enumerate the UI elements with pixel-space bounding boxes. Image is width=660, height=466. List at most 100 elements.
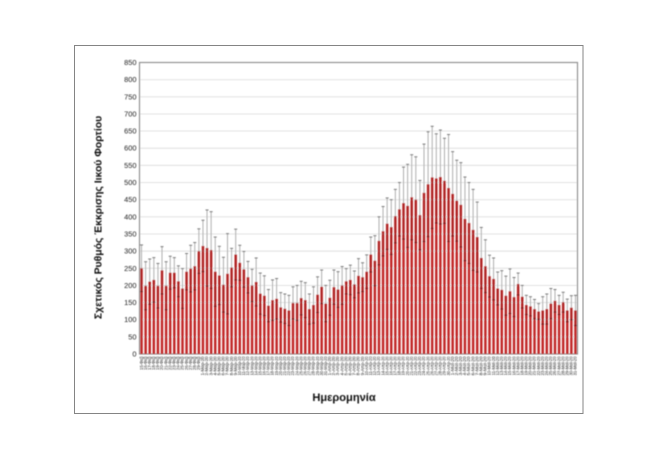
svg-text:30-Απρ-20: 30-Απρ-20 xyxy=(446,356,451,375)
svg-text:30-Μαϊ-20: 30-Μαϊ-20 xyxy=(569,356,574,375)
svg-text:14-Μαϊ-20: 14-Μαϊ-20 xyxy=(503,356,508,375)
svg-text:26-Απρ-20: 26-Απρ-20 xyxy=(429,356,434,375)
svg-text:14-Απρ-20: 14-Απρ-20 xyxy=(380,356,385,375)
svg-text:16-Μαρ-20: 16-Μαρ-20 xyxy=(262,356,267,375)
svg-text:10-Απρ-20: 10-Απρ-20 xyxy=(364,356,369,375)
svg-text:15-Απρ-20: 15-Απρ-20 xyxy=(384,356,389,375)
svg-text:5-Μαρ-20: 5-Μαρ-20 xyxy=(217,356,222,375)
svg-text:300: 300 xyxy=(124,247,136,256)
svg-text:6-Μαϊ-20: 6-Μαϊ-20 xyxy=(470,356,475,375)
svg-text:20-Μαϊ-20: 20-Μαϊ-20 xyxy=(528,356,533,375)
svg-text:Σχετικός Ρυθμός Έκκρισης Ιικού: Σχετικός Ρυθμός Έκκρισης Ιικού Φορτίου xyxy=(94,116,105,319)
svg-text:28-Μαϊ-20: 28-Μαϊ-20 xyxy=(560,356,565,375)
svg-text:22-Μαϊ-20: 22-Μαϊ-20 xyxy=(536,356,541,375)
svg-text:26-Μαρ-20: 26-Μαρ-20 xyxy=(302,356,307,375)
svg-text:2-Μαρ-20: 2-Μαρ-20 xyxy=(204,356,209,375)
svg-text:600: 600 xyxy=(124,144,136,153)
svg-text:23-Απρ-20: 23-Απρ-20 xyxy=(417,356,422,375)
svg-text:650: 650 xyxy=(124,127,136,136)
svg-text:150: 150 xyxy=(124,298,136,307)
svg-text:20-Απρ-20: 20-Απρ-20 xyxy=(405,356,410,375)
svg-text:19-Απρ-20: 19-Απρ-20 xyxy=(401,356,406,375)
svg-text:11-Μαρ-20: 11-Μαρ-20 xyxy=(241,356,246,375)
svg-text:31-Μαϊ-20: 31-Μαϊ-20 xyxy=(573,356,578,375)
svg-text:28-Φεβ: 28-Φεβ xyxy=(192,356,197,370)
svg-text:7-Μαρ-20: 7-Μαρ-20 xyxy=(225,356,230,375)
svg-text:4-Μαϊ-20: 4-Μαϊ-20 xyxy=(462,356,467,375)
svg-text:23-Μαϊ-20: 23-Μαϊ-20 xyxy=(540,356,545,375)
svg-text:9-Μαϊ-20: 9-Μαϊ-20 xyxy=(483,356,488,375)
svg-text:20-Φεβ: 20-Φεβ xyxy=(159,356,164,370)
svg-text:400: 400 xyxy=(124,212,136,221)
svg-text:24-Απρ-20: 24-Απρ-20 xyxy=(421,356,426,375)
svg-text:27-Μαρ-20: 27-Μαρ-20 xyxy=(307,356,312,375)
svg-text:11-Απρ-20: 11-Απρ-20 xyxy=(368,356,373,375)
svg-text:3-Μαϊ-20: 3-Μαϊ-20 xyxy=(458,356,463,375)
svg-text:15-Φεβ: 15-Φεβ xyxy=(139,356,144,370)
svg-text:25-Φεβ: 25-Φεβ xyxy=(180,356,185,370)
svg-text:29-Μαρ-20: 29-Μαρ-20 xyxy=(315,356,320,375)
svg-text:22-Φεβ: 22-Φεβ xyxy=(167,356,172,370)
svg-text:450: 450 xyxy=(124,195,136,204)
svg-text:4-Μαρ-20: 4-Μαρ-20 xyxy=(212,356,217,375)
svg-text:10-Μαϊ-20: 10-Μαϊ-20 xyxy=(487,356,492,375)
svg-text:18-Απρ-20: 18-Απρ-20 xyxy=(397,356,402,375)
svg-text:7-Μαϊ-20: 7-Μαϊ-20 xyxy=(474,356,479,375)
svg-text:17-Απρ-20: 17-Απρ-20 xyxy=(393,356,398,375)
svg-text:27-Φεβ: 27-Φεβ xyxy=(188,356,193,370)
svg-text:0: 0 xyxy=(132,350,136,359)
svg-text:18-Μαρ-20: 18-Μαρ-20 xyxy=(270,356,275,375)
svg-text:8-Μαρ-20: 8-Μαρ-20 xyxy=(229,356,234,375)
svg-text:12-Μαρ-20: 12-Μαρ-20 xyxy=(245,356,250,375)
svg-text:6-Μαρ-20: 6-Μαρ-20 xyxy=(221,356,226,375)
svg-text:26-Μαϊ-20: 26-Μαϊ-20 xyxy=(552,356,557,375)
svg-text:24-Φεβ: 24-Φεβ xyxy=(176,356,181,370)
svg-text:3-Μαρ-20: 3-Μαρ-20 xyxy=(208,356,213,375)
svg-text:19-Μαϊ-20: 19-Μαϊ-20 xyxy=(524,356,529,375)
svg-text:16-Απρ-20: 16-Απρ-20 xyxy=(388,356,393,375)
svg-text:10-Μαρ-20: 10-Μαρ-20 xyxy=(237,356,242,375)
svg-text:100: 100 xyxy=(124,315,136,324)
svg-text:550: 550 xyxy=(124,161,136,170)
svg-text:4-Απρ-20: 4-Απρ-20 xyxy=(339,356,344,375)
svg-text:6-Απρ-20: 6-Απρ-20 xyxy=(348,356,353,375)
svg-text:750: 750 xyxy=(124,92,136,101)
svg-text:700: 700 xyxy=(124,109,136,118)
svg-text:18-Μαϊ-20: 18-Μαϊ-20 xyxy=(519,356,524,375)
svg-text:7-Απρ-20: 7-Απρ-20 xyxy=(352,356,357,375)
svg-text:3-Απρ-20: 3-Απρ-20 xyxy=(335,356,340,375)
svg-text:31-Μαρ-20: 31-Μαρ-20 xyxy=(323,356,328,375)
svg-text:29-Φεβ: 29-Φεβ xyxy=(196,356,201,370)
svg-text:17-Μαϊ-20: 17-Μαϊ-20 xyxy=(515,356,520,375)
svg-text:24-Μαρ-20: 24-Μαρ-20 xyxy=(294,356,299,375)
svg-text:22-Μαρ-20: 22-Μαρ-20 xyxy=(286,356,291,375)
svg-text:21-Φεβ: 21-Φεβ xyxy=(163,356,168,370)
svg-text:27-Μαϊ-20: 27-Μαϊ-20 xyxy=(556,356,561,375)
svg-text:50: 50 xyxy=(128,332,136,341)
svg-text:21-Απρ-20: 21-Απρ-20 xyxy=(409,356,414,375)
svg-text:25-Μαϊ-20: 25-Μαϊ-20 xyxy=(548,356,553,375)
svg-text:21-Μαϊ-20: 21-Μαϊ-20 xyxy=(532,356,537,375)
svg-text:250: 250 xyxy=(124,264,136,273)
svg-text:11-Μαϊ-20: 11-Μαϊ-20 xyxy=(491,356,496,375)
svg-text:16-Μαϊ-20: 16-Μαϊ-20 xyxy=(511,356,516,375)
svg-text:20-Μαρ-20: 20-Μαρ-20 xyxy=(278,356,283,375)
svg-text:25-Μαρ-20: 25-Μαρ-20 xyxy=(298,356,303,375)
svg-text:9-Απρ-20: 9-Απρ-20 xyxy=(360,356,365,375)
svg-text:26-Φεβ: 26-Φεβ xyxy=(184,356,189,370)
svg-text:500: 500 xyxy=(124,178,136,187)
svg-text:15-Μαρ-20: 15-Μαρ-20 xyxy=(257,356,262,375)
svg-text:1-Μαρ-20: 1-Μαρ-20 xyxy=(200,356,205,375)
svg-text:1-Μαϊ-20: 1-Μαϊ-20 xyxy=(450,356,455,375)
svg-text:5-Απρ-20: 5-Απρ-20 xyxy=(343,356,348,375)
svg-text:Ημερομηνία: Ημερομηνία xyxy=(312,392,376,404)
svg-text:1-Απρ-20: 1-Απρ-20 xyxy=(327,356,332,375)
svg-text:5-Μαϊ-20: 5-Μαϊ-20 xyxy=(466,356,471,375)
svg-text:13-Απρ-20: 13-Απρ-20 xyxy=(376,356,381,375)
svg-text:23-Μαρ-20: 23-Μαρ-20 xyxy=(290,356,295,375)
svg-text:18-Φεβ: 18-Φεβ xyxy=(151,356,156,370)
svg-text:16-Φεβ: 16-Φεβ xyxy=(143,356,148,370)
svg-text:850: 850 xyxy=(124,58,136,67)
svg-text:19-Μαρ-20: 19-Μαρ-20 xyxy=(274,356,279,375)
svg-text:28-Απρ-20: 28-Απρ-20 xyxy=(438,356,443,375)
